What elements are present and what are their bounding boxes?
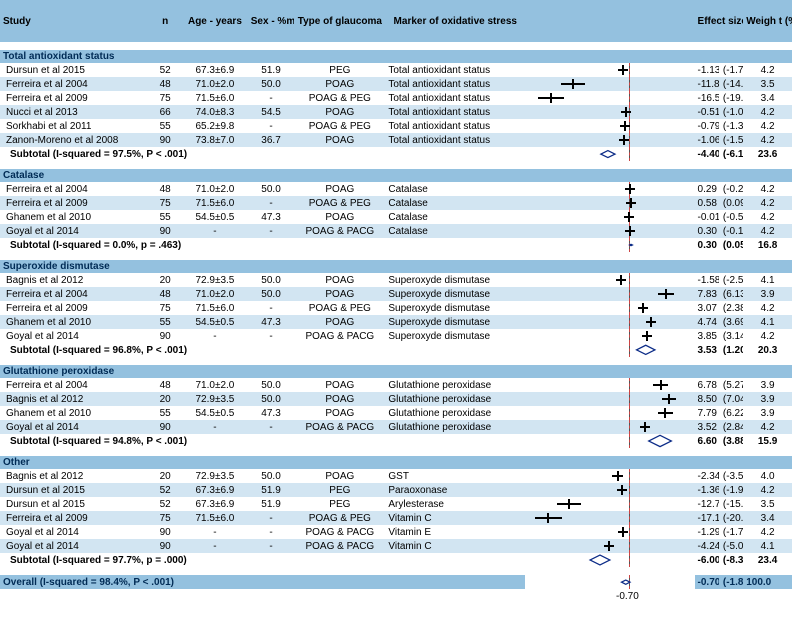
col-type: Type of glaucoma (294, 0, 385, 42)
subtotal-row: Subtotal (I-squared = 97.5%, P < .001) -… (0, 147, 792, 161)
study-row: Ferreira et al 2009 75 71.5±6.0 - POAG &… (0, 196, 792, 210)
study-row: Goyal et al 2014 90 - - POAG & PACG Cata… (0, 224, 792, 238)
study-row: Ferreira et al 2004 48 71.0±2.0 50.0 POA… (0, 182, 792, 196)
study-row: Ghanem et al 2010 55 54.5±0.5 47.3 POAG … (0, 210, 792, 224)
study-row: Ghanem et al 2010 55 54.5±0.5 47.3 POAG … (0, 406, 792, 420)
subtotal-row: Subtotal (I-squared = 94.8%, P < .001) 6… (0, 434, 792, 448)
study-row: Goyal et al 2014 90 - - POAG & PACG Glut… (0, 420, 792, 434)
group-header: Glutathione peroxidase (0, 365, 792, 378)
header-row: Study n Age - years Sex - %male Type of … (0, 0, 792, 42)
forest-table: Study n Age - years Sex - %male Type of … (0, 0, 792, 589)
study-row: Ferreira et al 2009 75 71.5±6.0 - POAG &… (0, 91, 792, 105)
col-age: Age - years (182, 0, 248, 42)
study-row: Sorkhabi et al 2011 55 65.2±9.8 - POAG &… (0, 119, 792, 133)
study-row: Dursun et al 2015 52 67.3±6.9 51.9 PEG T… (0, 63, 792, 77)
study-row: Ferreira et al 2004 48 71.0±2.0 50.0 POA… (0, 378, 792, 392)
study-row: Ferreira et al 2009 75 71.5±6.0 - POAG &… (0, 301, 792, 315)
study-row: Dursun et al 2015 52 67.3±6.9 51.9 PEG A… (0, 497, 792, 511)
col-study: Study (0, 0, 148, 42)
study-row: Ghanem et al 2010 55 54.5±0.5 47.3 POAG … (0, 315, 792, 329)
overall-row: Overall (I-squared = 98.4%, P < .001) -0… (0, 575, 792, 589)
study-row: Goyal et al 2014 90 - - POAG & PACG Supe… (0, 329, 792, 343)
study-row: Goyal et al 2014 90 - - POAG & PACG Vita… (0, 525, 792, 539)
study-row: Bagnis et al 2012 20 72.9±3.5 50.0 POAG … (0, 469, 792, 483)
study-row: Ferreira et al 2009 75 71.5±6.0 - POAG &… (0, 511, 792, 525)
group-header: Superoxide dismutase (0, 260, 792, 273)
study-row: Goyal et al 2014 90 - - POAG & PACG Vita… (0, 539, 792, 553)
col-plot (525, 0, 694, 42)
study-row: Zanon-Moreno et al 2008 90 73.8±7.0 36.7… (0, 133, 792, 147)
x-axis-label: -0.70 (0, 589, 792, 602)
group-header: Other (0, 456, 792, 469)
col-marker: Marker of oxidative stress (385, 0, 525, 42)
study-row: Dursun et al 2015 52 67.3±6.9 51.9 PEG P… (0, 483, 792, 497)
subtotal-row: Subtotal (I-squared = 96.8%, P < .001) 3… (0, 343, 792, 357)
col-sex: Sex - %male (248, 0, 295, 42)
subtotal-row: Subtotal (I-squared = 0.0%, p = .463) 0.… (0, 238, 792, 252)
col-es: Effect size (95% CI) (695, 0, 744, 42)
col-n: n (148, 0, 182, 42)
study-row: Ferreira et al 2004 48 71.0±2.0 50.0 POA… (0, 287, 792, 301)
study-row: Bagnis et al 2012 20 72.9±3.5 50.0 POAG … (0, 273, 792, 287)
study-row: Ferreira et al 2004 48 71.0±2.0 50.0 POA… (0, 77, 792, 91)
group-header: Total antioxidant status (0, 50, 792, 63)
study-row: Bagnis et al 2012 20 72.9±3.5 50.0 POAG … (0, 392, 792, 406)
col-wt: Weigh t (%) (743, 0, 792, 42)
subtotal-row: Subtotal (I-squared = 97.7%, p = .000) -… (0, 553, 792, 567)
group-header: Catalase (0, 169, 792, 182)
study-row: Nucci et al 2013 66 74.0±8.3 54.5 POAG T… (0, 105, 792, 119)
